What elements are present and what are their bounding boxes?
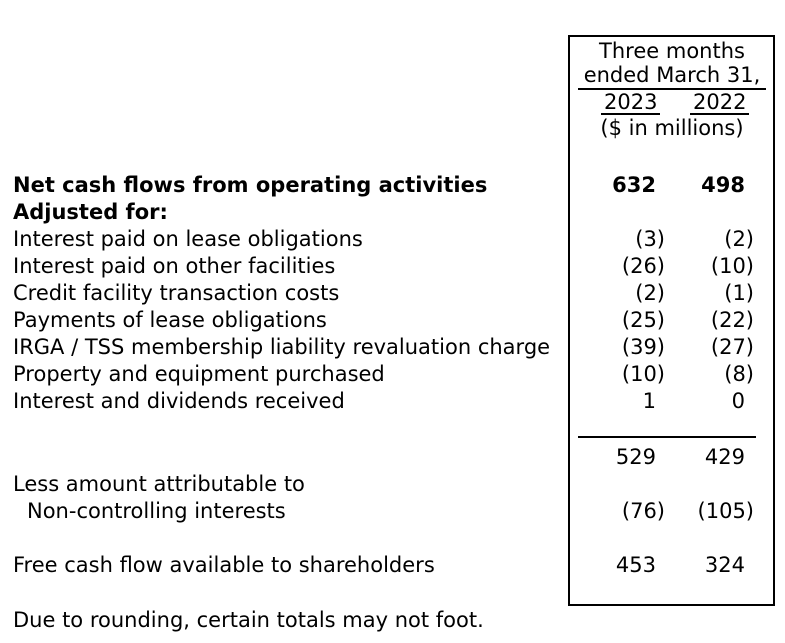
value-2023: (2) xyxy=(635,281,665,305)
table-row-non-controlling: Non-controlling interests (76) (105) xyxy=(0,498,785,525)
value-2023: (39) xyxy=(621,335,665,359)
row-label: IRGA / TSS membership liability revaluat… xyxy=(13,335,551,359)
table-row-property-equipment: Property and equipment purchased (10) (8… xyxy=(0,361,785,388)
value-2022: (2) xyxy=(724,227,754,251)
value-2022: 0 xyxy=(731,389,745,413)
row-label: Adjusted for: xyxy=(13,200,168,224)
table-row-interest-other: Interest paid on other facilities (26) (… xyxy=(0,253,785,280)
row-label: Free cash flow available to shareholders xyxy=(13,553,435,577)
table-row-subtotal: 529 429 xyxy=(0,444,785,471)
row-label: Net cash flows from operating activities xyxy=(13,173,488,197)
value-2022: 324 xyxy=(704,553,745,577)
table-row-interest-dividends: Interest and dividends received 1 0 xyxy=(0,388,785,415)
subtotal-rule xyxy=(578,436,756,438)
table-row-adjusted-for: Adjusted for: xyxy=(0,199,785,226)
period-header-line2: ended March 31, xyxy=(578,64,766,90)
value-2022: (105) xyxy=(697,499,754,523)
value-2023: 632 xyxy=(612,173,656,197)
row-label: Property and equipment purchased xyxy=(13,362,385,386)
value-2023: (25) xyxy=(621,308,665,332)
value-2023: 453 xyxy=(615,553,656,577)
value-2022: (27) xyxy=(710,335,754,359)
value-2023: (76) xyxy=(621,499,665,523)
row-label: Interest paid on lease obligations xyxy=(13,227,363,251)
value-2022: (10) xyxy=(710,254,754,278)
value-2023: (10) xyxy=(621,362,665,386)
value-2022: (1) xyxy=(724,281,754,305)
row-label: Less amount attributable to xyxy=(13,472,305,496)
column-header-2023: 2023 xyxy=(601,91,661,115)
table-row-less-amount: Less amount attributable to xyxy=(0,471,785,498)
values-box-border xyxy=(568,35,775,606)
units-label: ($ in millions) xyxy=(600,116,744,140)
period-header-line1: Three months xyxy=(599,39,745,63)
value-2022: (22) xyxy=(710,308,754,332)
value-2023: (3) xyxy=(635,227,665,251)
table-row-operating-activities: Net cash flows from operating activities… xyxy=(0,172,785,199)
value-2022: (8) xyxy=(724,362,754,386)
table-row-free-cash-flow: Free cash flow available to shareholders… xyxy=(0,552,785,579)
row-label: Credit facility transaction costs xyxy=(13,281,340,305)
row-label: Interest paid on other facilities xyxy=(13,254,336,278)
value-2023: 529 xyxy=(615,445,656,469)
value-2022: 498 xyxy=(701,173,745,197)
column-header-2022: 2022 xyxy=(690,91,750,115)
rounding-footnote: Due to rounding, certain totals may not … xyxy=(13,608,484,632)
value-2023: 1 xyxy=(642,389,656,413)
table-row-irga-tss: IRGA / TSS membership liability revaluat… xyxy=(0,334,785,361)
table-row-payments-lease: Payments of lease obligations (25) (22) xyxy=(0,307,785,334)
row-label: Payments of lease obligations xyxy=(13,308,327,332)
row-label: Non-controlling interests xyxy=(27,499,286,523)
value-2023: (26) xyxy=(621,254,665,278)
table-row-credit-facility: Credit facility transaction costs (2) (1… xyxy=(0,280,785,307)
table-row-interest-lease: Interest paid on lease obligations (3) (… xyxy=(0,226,785,253)
row-label: Interest and dividends received xyxy=(13,389,345,413)
value-2022: 429 xyxy=(704,445,745,469)
